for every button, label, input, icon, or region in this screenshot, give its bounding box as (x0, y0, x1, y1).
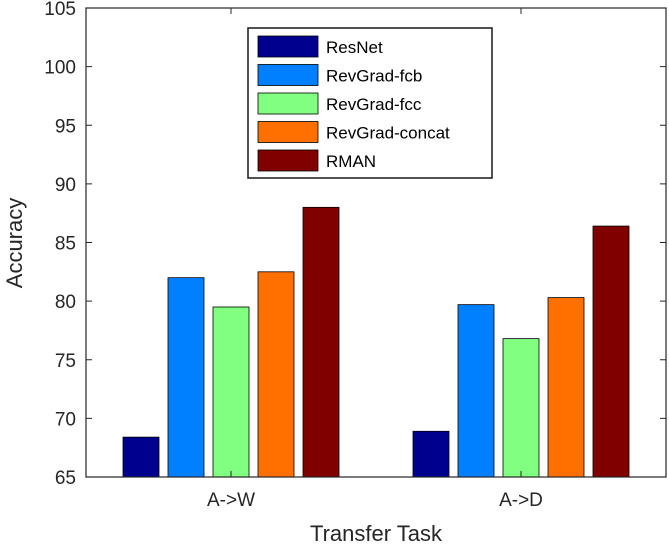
legend-swatch (257, 64, 319, 86)
legend-label: RevGrad-fcb (326, 67, 422, 86)
y-tick-label: 100 (44, 58, 76, 79)
bar-revgrad-concat-0 (257, 271, 295, 478)
y-tick-label: 70 (55, 409, 76, 430)
legend-label: RMAN (326, 152, 376, 171)
legend-label: RevGrad-fcc (326, 95, 422, 114)
bar-revgrad-fcb-0 (167, 277, 205, 478)
y-tick-label: 85 (55, 234, 76, 255)
legend-label: RevGrad-concat (326, 124, 450, 143)
y-tick-label: 90 (55, 175, 76, 196)
legend-swatch (257, 121, 319, 143)
y-tick-label: 75 (55, 351, 76, 372)
x-tick-label: A->W (207, 490, 255, 511)
y-tick-label: 65 (55, 468, 76, 489)
y-axis-title: Accuracy (2, 198, 27, 288)
bar-revgrad-concat-1 (547, 297, 585, 478)
legend-swatch (257, 149, 319, 172)
bar-rman-1 (592, 225, 630, 478)
x-axis-title: Transfer Task (310, 521, 443, 546)
x-tick-label: A->D (499, 490, 543, 511)
y-axis: 65 70 75 80 85 90 95 100 105 (44, 0, 666, 489)
bar-revgrad-fcc-1 (502, 338, 540, 478)
bar-rman-0 (302, 206, 340, 478)
bar-resnet-1 (412, 430, 450, 478)
legend-swatch (257, 92, 319, 115)
y-tick-label: 95 (55, 116, 76, 137)
legend: ResNet RevGrad-fcb RevGrad-fcc RevGrad-conc… (247, 27, 493, 179)
bar-revgrad-fcb-1 (457, 304, 495, 478)
legend-swatch (257, 35, 319, 58)
bar-revgrad-fcc-0 (212, 306, 250, 478)
legend-label: ResNet (326, 38, 383, 57)
y-tick-label: 105 (44, 0, 76, 20)
x-axis: A->W A->D (207, 8, 543, 511)
bar-resnet-0 (122, 436, 160, 478)
y-tick-label: 80 (55, 292, 76, 313)
bars-group (122, 206, 630, 478)
